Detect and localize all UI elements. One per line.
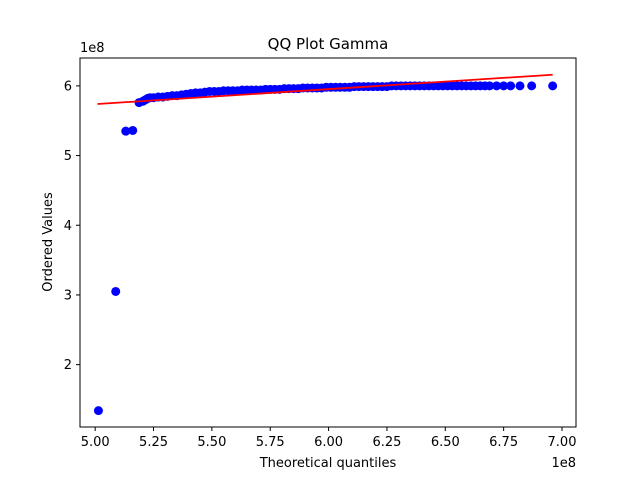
x-tick-label: 6.25: [372, 435, 401, 450]
y-axis-label: Ordered Values: [41, 192, 56, 292]
y-axis: 2 3 4 5 6: [64, 79, 80, 373]
y-tick-label: 6: [64, 79, 72, 94]
data-point: [111, 286, 121, 296]
x-tick-label: 5.75: [256, 435, 285, 450]
x-tick-label: 7.00: [548, 435, 577, 450]
x-offset-label: 1e8: [551, 456, 576, 471]
y-tick-label: 2: [64, 358, 72, 373]
y-tick-label: 4: [64, 219, 72, 234]
data-point: [492, 81, 502, 91]
x-tick-label: 6.50: [431, 435, 460, 450]
y-tick-label: 3: [64, 288, 72, 303]
y-tick-label: 5: [64, 149, 72, 164]
plot-area: [93, 73, 558, 416]
data-point: [499, 81, 509, 91]
data-point: [93, 406, 103, 416]
y-offset-label: 1e8: [80, 41, 105, 56]
data-point: [121, 126, 131, 136]
x-axis-label: Theoretical quantiles: [259, 456, 397, 471]
data-point: [485, 81, 495, 91]
data-point: [506, 81, 516, 91]
chart-title: QQ Plot Gamma: [268, 35, 389, 53]
data-point: [515, 81, 525, 91]
data-point: [128, 125, 138, 135]
fit-line: [97, 73, 553, 105]
x-tick-label: 5.50: [197, 435, 226, 450]
axes-frame: [79, 57, 577, 428]
data-point: [548, 81, 558, 91]
data-point: [527, 81, 537, 91]
x-tick-label: 6.00: [314, 435, 343, 450]
x-tick-label: 6.75: [489, 435, 518, 450]
x-tick-label: 5.25: [139, 435, 168, 450]
x-tick-label: 5.00: [81, 435, 110, 450]
x-axis: 5.00 5.25 5.50 5.75 6.00 6.25 6.50 6.75 7.00: [81, 427, 577, 450]
